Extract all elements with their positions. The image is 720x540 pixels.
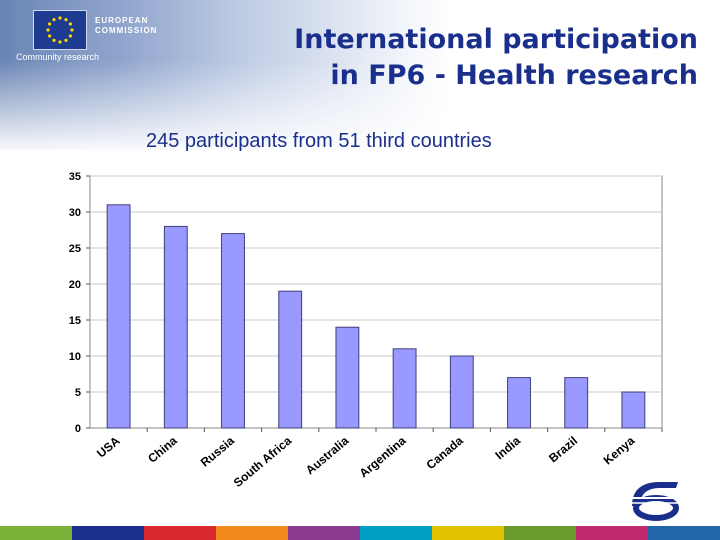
eu-flag-logo: [33, 10, 87, 50]
x-tick-label: Russia: [198, 433, 237, 469]
eu-star: [70, 28, 74, 32]
bar: [221, 233, 245, 429]
x-tick-label: Argentina: [357, 433, 409, 480]
y-tick-label: 30: [69, 207, 81, 219]
eu-star: [58, 16, 62, 20]
bar: [335, 326, 360, 429]
bar: [163, 225, 188, 429]
footer-stripe-segment: [72, 526, 144, 540]
bar: [621, 391, 646, 429]
bar: [564, 377, 589, 429]
header-band-fade: [0, 60, 560, 155]
footer-stripe-segment: [144, 526, 216, 540]
x-tick-label: Australia: [303, 433, 352, 477]
bar: [278, 290, 303, 429]
chart-subtitle: 245 participants from 51 third countries: [146, 130, 492, 152]
x-tick-label: South Africa: [231, 433, 295, 490]
bar: [392, 348, 417, 429]
bar: [507, 377, 531, 429]
eu-star: [64, 38, 68, 42]
footer-stripe-segment: [432, 526, 504, 540]
y-tick-label: 20: [69, 279, 81, 291]
community-research-label: Community research: [16, 52, 100, 62]
eu-star: [58, 40, 62, 44]
x-tick-label: Canada: [424, 433, 466, 472]
x-tick-label: USA: [94, 433, 123, 460]
eu-star: [68, 34, 72, 38]
y-tick-label: 35: [69, 171, 81, 183]
footer-stripe-segment: [216, 526, 288, 540]
footer-stripe-segment: [576, 526, 648, 540]
footer-stripe-segment: [0, 526, 72, 540]
logo-line2: COMMISSION: [95, 26, 158, 35]
eu-star: [52, 38, 56, 42]
y-tick-label: 10: [69, 351, 81, 363]
fp6-logo-icon: [628, 482, 682, 521]
y-tick-label: 25: [69, 243, 81, 255]
eu-star: [46, 28, 50, 32]
logo-line1: EUROPEAN: [95, 16, 149, 25]
bar: [106, 204, 131, 429]
page-title: International participation in FP6 - Hea…: [294, 22, 698, 94]
y-tick-label: 5: [75, 387, 81, 399]
x-tick-label: Brazil: [546, 434, 580, 466]
footer-stripe-segment: [288, 526, 360, 540]
x-tick-label: Kenya: [601, 433, 638, 467]
eu-star: [48, 22, 52, 26]
eu-star: [48, 34, 52, 38]
footer-stripe-segment: [648, 526, 720, 540]
eu-star: [68, 22, 72, 26]
y-tick-label: 0: [75, 423, 81, 435]
x-tick-label: India: [492, 433, 523, 462]
y-tick-label: 15: [69, 315, 81, 327]
title-line1: International participation: [294, 24, 698, 55]
footer-stripe-segment: [360, 526, 432, 540]
eu-commission-wordmark: EUROPEAN COMMISSION: [95, 16, 157, 36]
eu-star: [64, 18, 68, 22]
footer-color-stripe: [0, 526, 720, 540]
footer-stripe-segment: [504, 526, 576, 540]
eu-star: [52, 18, 56, 22]
eu-stars-icon: [46, 16, 74, 44]
title-line2: in FP6 - Health research: [330, 60, 698, 91]
bar: [449, 355, 474, 429]
x-tick-label: China: [145, 433, 180, 465]
